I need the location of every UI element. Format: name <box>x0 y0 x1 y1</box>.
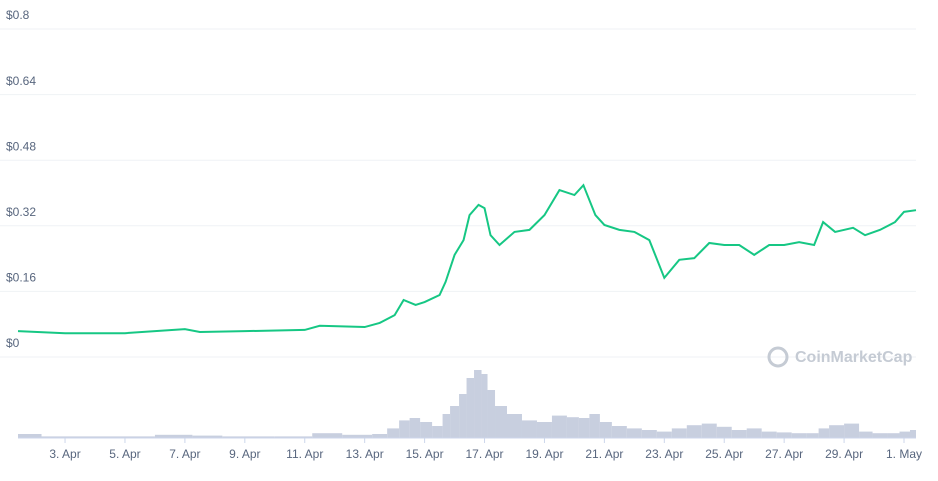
volume-bar <box>442 414 451 438</box>
volume-bar <box>641 430 657 438</box>
volume-bar <box>844 423 860 438</box>
axes: $0 $0.16 $0.32 $0.48 $0.64 $0.8 3. Apr 5. Apr 7.… <box>0 8 922 461</box>
volume-bar <box>342 434 373 438</box>
volume-bar <box>829 425 845 438</box>
volume-bar <box>791 433 807 438</box>
volume-bar <box>274 436 313 438</box>
volume-bar <box>481 374 488 438</box>
y-tick-label: $0.64 <box>6 74 36 88</box>
x-tick-label: 7. Apr <box>169 447 200 461</box>
volume-bar <box>611 426 627 438</box>
x-tick-label: 23. Apr <box>645 447 683 461</box>
volume-bar <box>18 434 42 438</box>
volume-bar <box>222 436 275 438</box>
volume-bar <box>656 431 672 438</box>
x-tick-label: 11. Apr <box>286 447 323 461</box>
watermark-logo <box>767 346 789 368</box>
volume-bar <box>701 423 717 438</box>
volume-bar <box>459 394 467 438</box>
volume-bar <box>776 432 792 438</box>
x-tick-label: 29. Apr <box>825 447 863 461</box>
x-tick-label: 1. May <box>886 447 922 461</box>
x-tick-label: 25. Apr <box>705 447 743 461</box>
volume-bar <box>487 390 496 438</box>
volume-bar <box>761 431 777 438</box>
volume-bar <box>599 422 612 438</box>
volume-bar <box>872 433 888 438</box>
volume-bar <box>409 418 421 438</box>
volume-bar <box>432 426 443 438</box>
x-tick-label: 3. Apr <box>49 447 80 461</box>
volume-bar <box>41 436 96 438</box>
x-tick-label: 13. Apr <box>346 447 384 461</box>
volume-bar <box>910 430 916 438</box>
x-tick-label: 21. Apr <box>585 447 623 461</box>
volume-bar <box>387 428 400 438</box>
volume-bar <box>887 433 900 438</box>
volume-bars <box>18 370 916 438</box>
y-tick-label: $0.8 <box>6 8 30 22</box>
volume-bar <box>192 435 223 438</box>
x-tick-label: 9. Apr <box>229 447 260 461</box>
volume-bar <box>154 434 193 438</box>
volume-bar <box>589 414 600 438</box>
price-line <box>17 183 917 335</box>
y-tick-label: $0.48 <box>6 139 36 153</box>
x-tick-label: 17. Apr <box>466 447 504 461</box>
volume-bar <box>731 430 747 438</box>
watermark: CoinMarketCap <box>767 346 913 368</box>
volume-bar <box>859 431 873 438</box>
volume-bar <box>521 420 537 438</box>
volume-bar <box>671 428 687 438</box>
x-tick-label: 19. Apr <box>525 447 563 461</box>
volume-bar <box>686 425 702 438</box>
volume-bar <box>536 422 552 438</box>
volume-bar <box>716 426 732 438</box>
volume-bar <box>578 418 590 438</box>
volume-bar <box>372 434 388 438</box>
volume-bar <box>312 433 343 438</box>
volume-bar <box>450 406 460 438</box>
x-tick-label: 15. Apr <box>406 447 444 461</box>
volume-bar <box>399 420 410 438</box>
volume-bar <box>495 406 508 438</box>
volume-bar <box>806 433 819 438</box>
volume-bar <box>899 431 911 438</box>
volume-bar <box>507 414 522 438</box>
volume-bar <box>95 436 155 438</box>
volume-bar <box>474 370 482 438</box>
volume-bar <box>420 422 433 438</box>
volume-bar <box>466 378 475 438</box>
volume-bar <box>746 428 762 438</box>
y-tick-label: $0 <box>6 336 20 350</box>
watermark-text: CoinMarketCap <box>795 349 913 366</box>
y-tick-label: $0.32 <box>6 205 36 219</box>
x-tick-label: 27. Apr <box>765 447 803 461</box>
y-tick-label: $0.16 <box>6 271 36 285</box>
x-tick-label: 5. Apr <box>109 447 140 461</box>
volume-bar <box>551 415 567 438</box>
volume-bar <box>626 428 642 438</box>
volume-bar <box>566 417 579 438</box>
volume-bar <box>818 428 830 438</box>
